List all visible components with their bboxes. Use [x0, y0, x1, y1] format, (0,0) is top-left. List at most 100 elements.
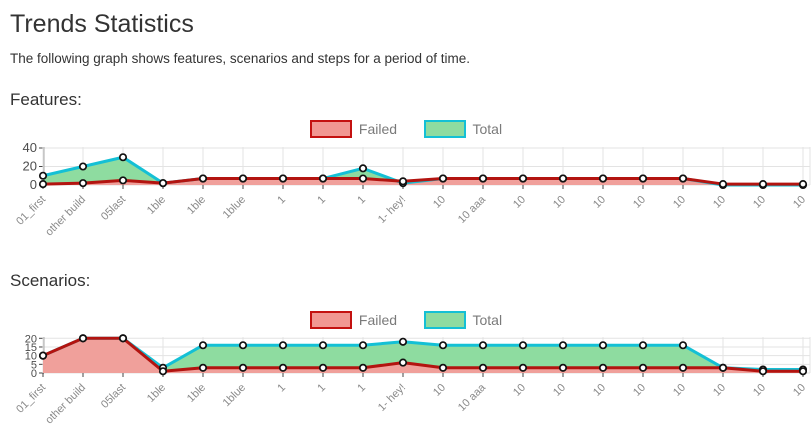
data-point[interactable]: [798, 180, 808, 189]
data-point[interactable]: [158, 367, 168, 376]
data-point[interactable]: [798, 367, 808, 376]
x-tick-label: 1ble: [185, 382, 208, 405]
data-point[interactable]: [718, 363, 728, 372]
data-point[interactable]: [358, 363, 368, 372]
data-point[interactable]: [398, 358, 408, 367]
data-point[interactable]: [38, 171, 48, 180]
data-point[interactable]: [678, 174, 688, 183]
data-point[interactable]: [518, 341, 528, 350]
scenarios-section: Scenarios: Failed Total 0 5 10 15 20 01_first…: [10, 271, 811, 435]
x-tick-label: 10: [631, 194, 648, 211]
data-point[interactable]: [278, 341, 288, 350]
failed-line: [42, 336, 803, 373]
x-tick-label: other build: [43, 382, 88, 427]
x-tick-label: 1blue: [221, 382, 249, 410]
data-point[interactable]: [238, 363, 248, 372]
total-swatch-icon: [423, 120, 466, 138]
x-tick-label: 10 aaa: [456, 381, 489, 414]
data-point[interactable]: [118, 334, 128, 343]
data-point[interactable]: [38, 351, 48, 360]
y-tick-label: 0: [31, 368, 37, 380]
x-tick-label: 1- hey!: [376, 382, 408, 414]
data-point[interactable]: [198, 363, 208, 372]
data-point[interactable]: [358, 174, 368, 183]
data-point[interactable]: [38, 180, 48, 189]
x-tick-label: 10: [751, 382, 768, 399]
data-point[interactable]: [438, 341, 448, 350]
data-point[interactable]: [398, 337, 408, 346]
data-point[interactable]: [758, 367, 768, 376]
x-tick-label: 10: [511, 382, 528, 399]
x-tick-label: 01_first: [14, 382, 48, 416]
data-point[interactable]: [278, 363, 288, 372]
data-point[interactable]: [158, 179, 168, 188]
total-area: [43, 338, 803, 373]
data-point[interactable]: [438, 363, 448, 372]
data-point[interactable]: [638, 174, 648, 183]
failed-line: [42, 177, 803, 186]
data-point[interactable]: [318, 174, 328, 183]
data-point[interactable]: [518, 363, 528, 372]
data-point[interactable]: [318, 363, 328, 372]
legend-item-failed[interactable]: Failed: [309, 120, 398, 138]
data-point[interactable]: [518, 174, 528, 183]
data-point[interactable]: [478, 174, 488, 183]
data-point[interactable]: [198, 174, 208, 183]
data-point[interactable]: [758, 180, 768, 189]
scenarios-heading: Scenarios:: [10, 271, 91, 290]
data-point[interactable]: [118, 153, 128, 162]
data-point[interactable]: [598, 341, 608, 350]
data-point[interactable]: [238, 174, 248, 183]
data-point[interactable]: [358, 164, 368, 173]
data-point[interactable]: [478, 341, 488, 350]
legend-item-total[interactable]: Total: [423, 311, 502, 329]
data-point[interactable]: [678, 341, 688, 350]
data-point[interactable]: [438, 174, 448, 183]
x-tick-label: 1blue: [221, 194, 249, 222]
data-point[interactable]: [78, 162, 88, 171]
failed-swatch-icon: [309, 120, 352, 138]
data-point[interactable]: [638, 341, 648, 350]
data-point[interactable]: [678, 363, 688, 372]
x-tick-label: 01_first: [14, 194, 48, 228]
data-point[interactable]: [278, 174, 288, 183]
x-tick-label: 1ble: [145, 194, 168, 217]
data-point[interactable]: [118, 176, 128, 185]
data-point[interactable]: [558, 341, 568, 350]
data-point[interactable]: [558, 363, 568, 372]
x-tick-label: 10: [591, 194, 608, 211]
scenarios-legend: Failed Total: [10, 311, 802, 331]
data-point[interactable]: [318, 341, 328, 350]
data-point[interactable]: [478, 363, 488, 372]
data-point[interactable]: [358, 341, 368, 350]
data-point[interactable]: [238, 341, 248, 350]
total-line: [42, 336, 803, 372]
legend-label-failed: Failed: [358, 121, 398, 137]
page-subtitle: The following graph shows features, scen…: [10, 51, 470, 66]
data-point[interactable]: [558, 174, 568, 183]
data-point[interactable]: [598, 174, 608, 183]
data-point[interactable]: [78, 179, 88, 188]
data-point[interactable]: [78, 334, 88, 343]
legend-item-failed[interactable]: Failed: [309, 311, 398, 329]
legend-label-total: Total: [472, 121, 503, 137]
x-tick-label: 1: [275, 194, 288, 207]
x-tick-label: 1- hey!: [376, 194, 408, 226]
data-point[interactable]: [398, 177, 408, 186]
legend-item-total[interactable]: Total: [423, 120, 503, 138]
features-heading: Features:: [10, 90, 82, 109]
y-tick-label: 5: [31, 359, 37, 371]
x-tick-label: 1ble: [145, 382, 168, 405]
data-point[interactable]: [598, 363, 608, 372]
legend-label-failed: Failed: [358, 312, 398, 328]
data-point[interactable]: [718, 180, 728, 189]
data-point[interactable]: [198, 341, 208, 350]
total-swatch-icon: [423, 311, 466, 329]
x-tick-label: 10: [791, 382, 808, 399]
x-tick-label: 10: [591, 382, 608, 399]
y-tick-label: 10: [25, 351, 37, 363]
x-tick-label: 10: [751, 194, 768, 211]
data-point[interactable]: [638, 363, 648, 372]
